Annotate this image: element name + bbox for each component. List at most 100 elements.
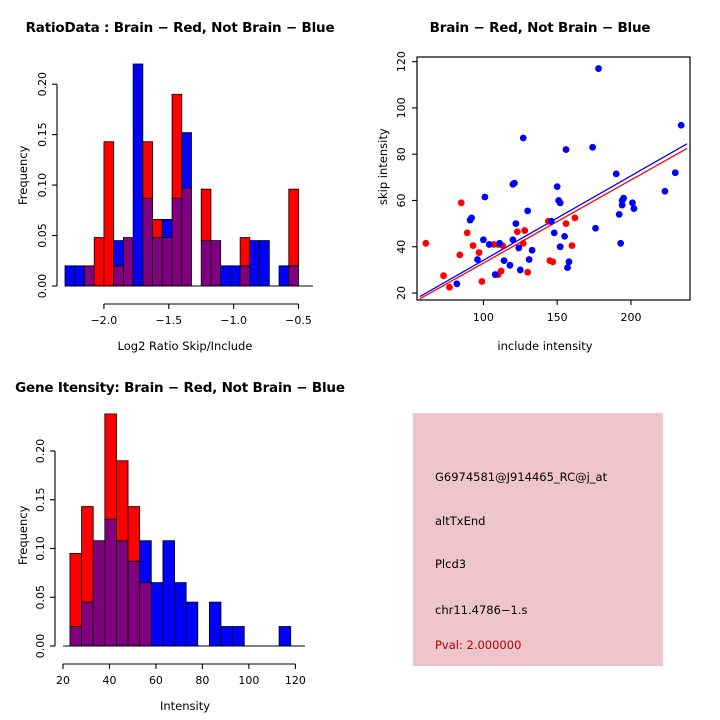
scatter-y-tick-label: 20 (395, 286, 408, 300)
ratio-bar-overlap (239, 265, 251, 287)
gene-bar-blue (208, 601, 222, 647)
gene-bar-overlap (139, 582, 152, 647)
info-locus: chr11.4786−1.s (435, 603, 528, 617)
ratio-bar-blue (181, 132, 192, 189)
ratio-bar-overlap (181, 187, 192, 287)
scatter-y-tick-label: 80 (395, 147, 408, 161)
ratio-bar-red (200, 188, 212, 241)
gene-y-tick-label: 0.05 (34, 585, 47, 610)
scatter-point-blue (516, 266, 524, 274)
ratio-hist-ylabel: Frequency (16, 145, 30, 205)
gene-bar-red (81, 506, 94, 603)
ratio-bar-blue (132, 63, 144, 287)
ratio-y-tick-label: 0.10 (36, 173, 49, 198)
ratio-bar-overlap (161, 237, 173, 287)
panel-gene-info: G6974581@J914465_RC@j_at altTxEnd Plcd3 … (360, 360, 720, 720)
ratio-x-tick-label: −2.0 (91, 314, 118, 327)
gene-bar-blue (220, 626, 234, 647)
scatter-point-red (456, 251, 464, 259)
scatter-point-blue (547, 217, 555, 225)
scatter-point-blue (592, 224, 599, 232)
scatter-point-blue (491, 271, 499, 278)
scatter-point-blue (630, 205, 638, 212)
gene-y-tick-label: 0.20 (34, 439, 47, 464)
scatter-point-blue (500, 257, 508, 265)
scatter-title: Brain − Red, Not Brain − Blue (429, 20, 651, 36)
info-probe-id: G6974581@J914465_RC@j_at (435, 470, 608, 484)
scatter-y-tick-label: 40 (395, 240, 408, 254)
ratio-bar-blue (249, 240, 260, 287)
scatter-x-tick-label: 100 (473, 311, 494, 324)
scatter-point-red (568, 242, 576, 250)
scatter-xlabel: include intensity (497, 339, 593, 353)
scatter-point-blue (561, 232, 568, 240)
scatter-ylabel: skip intensity (376, 128, 390, 205)
ratio-bar-overlap (142, 197, 153, 287)
gene-bar-blue (162, 540, 175, 647)
ratio-bar-red (171, 93, 183, 199)
scatter-point-blue (556, 199, 564, 207)
ratio-bar-red (288, 188, 299, 267)
gene-y-tick-label: 0.15 (34, 488, 47, 513)
ratio-bar-red (152, 218, 163, 238)
ratio-bar-blue (113, 240, 124, 267)
gene-bars (69, 413, 292, 647)
gene-x-tick-label: 120 (285, 674, 306, 687)
ratio-bar-overlap (152, 237, 163, 287)
scatter-point-red (549, 258, 557, 266)
gene-hist-ylabel: Frequency (16, 505, 30, 565)
panel-scatter-plot: Brain − Red, Not Brain − Blue 20 40 60 80 10… (360, 0, 720, 360)
gene-info-box: G6974581@J914465_RC@j_at altTxEnd Plcd3 … (413, 413, 663, 666)
gene-x-tick-label: 80 (195, 674, 209, 687)
ratio-hist-plot: 0.00 0.05 0.10 0.15 0.20 −2.0 −1.5 −1.0 −0.5 (36, 63, 313, 327)
scatter-point-blue (556, 243, 564, 251)
ratio-y-tick-label: 0.05 (36, 223, 49, 248)
ratio-y-tick-label: 0.15 (36, 122, 49, 147)
gene-y-tick-label: 0.10 (34, 536, 47, 561)
gene-bar-red (116, 460, 129, 542)
scatter-point-red (463, 229, 471, 237)
ratio-bar-blue (259, 240, 270, 287)
scatter-point-blue (512, 220, 520, 228)
scatter-x-tick-label: 200 (620, 311, 641, 324)
gene-bar-overlap (69, 626, 82, 647)
ratio-bar-overlap (122, 237, 134, 287)
ratio-bars (64, 63, 299, 287)
scatter-point-red (519, 239, 527, 247)
ratio-bar-blue (161, 218, 173, 238)
scatter-point-blue (677, 121, 685, 129)
scatter-points (422, 65, 685, 291)
scatter-point-blue (589, 143, 597, 151)
gene-bar-overlap (92, 540, 106, 647)
scatter-point-red (475, 249, 483, 256)
ratio-bar-red (239, 237, 251, 267)
gene-hist-xlabel: Intensity (159, 699, 211, 713)
scatter-point-blue (553, 183, 561, 191)
ratio-bar-red (103, 141, 115, 287)
gene-x-tick-label: 20 (56, 674, 70, 687)
gene-hist-plot: 0.00 0.05 0.10 0.15 0.20 20 40 60 80 100 120 (34, 413, 306, 687)
scatter-point-red (457, 199, 465, 207)
ratio-hist-title: RatioData : Brain − Red, Not Brain − Blu… (25, 20, 335, 36)
gene-bar-blue (278, 626, 292, 647)
scatter-point-blue (615, 210, 623, 218)
scatter-plot: 20 40 60 80 100 120 100 150 200 (395, 51, 691, 324)
scatter-y-tick-label: 100 (395, 97, 408, 118)
scatter-point-blue (617, 239, 625, 247)
scatter-x-tick-label: 150 (547, 311, 568, 324)
scatter-point-red (562, 220, 570, 228)
scatter-point-red (446, 283, 453, 291)
scatter-point-red (521, 227, 529, 234)
gene-bar-overlap (104, 518, 117, 647)
scatter-point-blue (468, 214, 475, 222)
scatter-point-red (497, 267, 505, 275)
gene-y-tick-label: 0.00 (34, 634, 47, 659)
ratio-bar-overlap (171, 197, 183, 287)
scatter-point-blue (629, 199, 636, 207)
scatter-point-red (469, 242, 477, 250)
scatter-point-red (478, 278, 486, 285)
scatter-point-blue (671, 169, 679, 177)
ratio-bar-blue (220, 265, 231, 287)
panel-gene-histogram: Gene Itensity: Brain − Red, Not Brain − … (0, 360, 360, 720)
scatter-point-blue (595, 65, 602, 72)
